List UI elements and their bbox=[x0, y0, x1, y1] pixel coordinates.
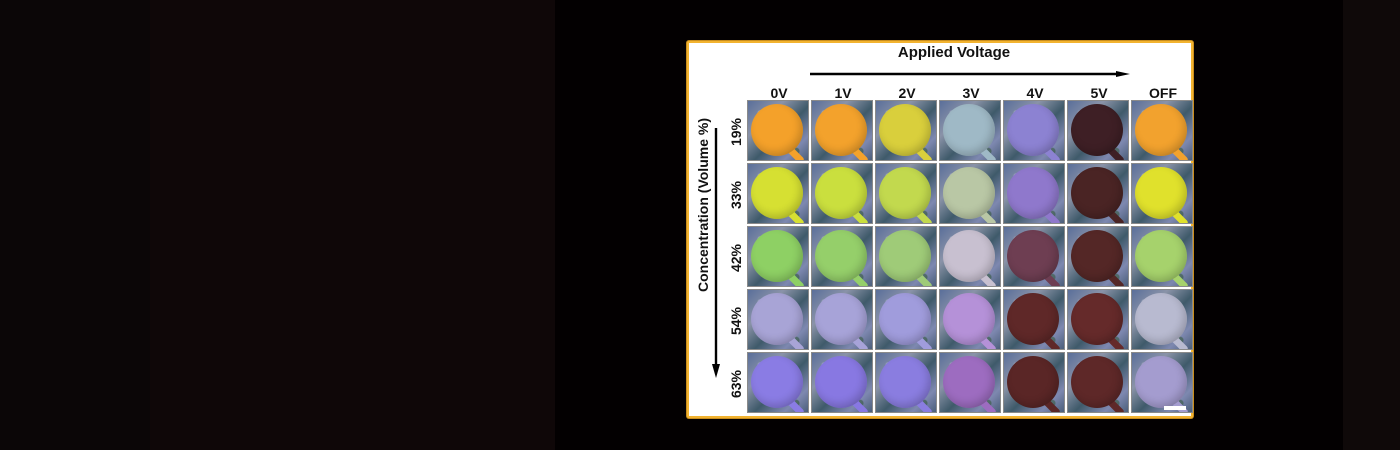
background-band-right bbox=[1343, 0, 1400, 450]
sample-disc bbox=[1071, 104, 1123, 156]
sample-tile bbox=[1003, 352, 1065, 413]
row-labels: 19% 33% 42% 54% 63% bbox=[725, 100, 747, 415]
sample-tile bbox=[811, 289, 873, 350]
sample-tile bbox=[1003, 100, 1065, 161]
sample-tile bbox=[875, 163, 937, 224]
figure-panel: Applied Voltage 0V 1V 2V 3V 4V 5V OFF Co… bbox=[687, 41, 1193, 418]
sample-disc bbox=[943, 104, 995, 156]
sample-disc bbox=[1135, 167, 1187, 219]
sample-disc bbox=[879, 104, 931, 156]
column-label: 0V bbox=[770, 85, 788, 101]
sample-tile bbox=[811, 226, 873, 287]
row-label: 19% bbox=[728, 117, 744, 146]
sample-tile bbox=[1067, 226, 1129, 287]
sample-disc bbox=[1071, 356, 1123, 408]
background-band-left-center bbox=[150, 0, 555, 450]
sample-disc bbox=[943, 230, 995, 282]
row-label: 63% bbox=[728, 369, 744, 398]
sample-tile bbox=[1131, 289, 1193, 350]
sample-tile bbox=[811, 163, 873, 224]
sample-tile bbox=[747, 289, 809, 350]
sample-disc bbox=[1071, 167, 1123, 219]
row-label: 33% bbox=[728, 180, 744, 209]
figure-title: Applied Voltage bbox=[897, 44, 1011, 61]
sample-disc bbox=[943, 167, 995, 219]
sample-disc bbox=[1135, 293, 1187, 345]
column-label: 4V bbox=[1026, 85, 1044, 101]
sample-tile bbox=[1003, 289, 1065, 350]
sample-tile bbox=[939, 226, 1001, 287]
voltage-arrow-icon bbox=[810, 71, 1130, 77]
sample-tile bbox=[811, 352, 873, 413]
scale-bar bbox=[1164, 406, 1186, 410]
sample-tile bbox=[875, 100, 937, 161]
sample-disc bbox=[879, 293, 931, 345]
sample-disc bbox=[943, 356, 995, 408]
sample-disc bbox=[1007, 167, 1059, 219]
sample-tile bbox=[1003, 163, 1065, 224]
column-label: 1V bbox=[834, 85, 852, 101]
sample-tile bbox=[939, 100, 1001, 161]
sample-disc bbox=[1007, 293, 1059, 345]
sample-disc bbox=[1135, 104, 1187, 156]
sample-tile bbox=[939, 352, 1001, 413]
sample-disc bbox=[751, 167, 803, 219]
sample-disc bbox=[751, 104, 803, 156]
sample-tile bbox=[1067, 163, 1129, 224]
sample-tile bbox=[1131, 163, 1193, 224]
sample-tile bbox=[1067, 352, 1129, 413]
sample-tile bbox=[875, 226, 937, 287]
sample-disc bbox=[1007, 230, 1059, 282]
row-label: 54% bbox=[728, 306, 744, 335]
sample-tile bbox=[811, 100, 873, 161]
concentration-arrow-icon bbox=[712, 128, 720, 378]
sample-disc bbox=[1135, 230, 1187, 282]
row-label: 42% bbox=[728, 243, 744, 272]
sample-image-grid bbox=[747, 100, 1195, 415]
sample-tile bbox=[747, 163, 809, 224]
sample-tile bbox=[1131, 352, 1193, 413]
column-label: 5V bbox=[1090, 85, 1108, 101]
sample-disc bbox=[751, 356, 803, 408]
sample-disc bbox=[751, 293, 803, 345]
sample-tile bbox=[875, 289, 937, 350]
sample-disc bbox=[879, 230, 931, 282]
sample-disc bbox=[815, 104, 867, 156]
y-axis-label: Concentration (Volume %) bbox=[695, 118, 711, 292]
column-labels: 0V 1V 2V 3V 4V 5V OFF bbox=[747, 85, 1195, 103]
sample-disc bbox=[815, 356, 867, 408]
sample-tile bbox=[747, 226, 809, 287]
sample-tile bbox=[1131, 100, 1193, 161]
sample-disc bbox=[1071, 293, 1123, 345]
sample-disc bbox=[815, 230, 867, 282]
sample-disc bbox=[879, 167, 931, 219]
sample-tile bbox=[939, 163, 1001, 224]
column-label: OFF bbox=[1149, 85, 1177, 101]
sample-disc bbox=[1007, 356, 1059, 408]
sample-tile bbox=[1131, 226, 1193, 287]
column-label: 2V bbox=[898, 85, 916, 101]
sample-disc bbox=[815, 167, 867, 219]
column-label: 3V bbox=[962, 85, 980, 101]
sample-tile bbox=[1067, 289, 1129, 350]
sample-tile bbox=[875, 352, 937, 413]
sample-disc bbox=[879, 356, 931, 408]
y-axis-label-wrap: Concentration (Volume %) bbox=[695, 118, 723, 292]
sample-disc bbox=[1007, 104, 1059, 156]
sample-disc bbox=[1071, 230, 1123, 282]
sample-tile bbox=[939, 289, 1001, 350]
sample-disc bbox=[751, 230, 803, 282]
sample-disc bbox=[815, 293, 867, 345]
sample-tile bbox=[747, 352, 809, 413]
sample-tile bbox=[747, 100, 809, 161]
sample-disc bbox=[943, 293, 995, 345]
sample-tile bbox=[1067, 100, 1129, 161]
background-band-left bbox=[0, 0, 150, 450]
sample-disc bbox=[1135, 356, 1187, 408]
sample-tile bbox=[1003, 226, 1065, 287]
